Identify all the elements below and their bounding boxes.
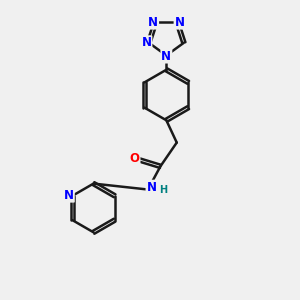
Text: N: N [161,50,171,63]
Text: N: N [175,16,184,28]
Text: H: H [159,185,167,195]
Text: O: O [130,152,140,165]
Text: N: N [146,181,157,194]
Text: N: N [148,16,158,28]
Text: N: N [141,36,152,49]
Text: N: N [64,189,74,202]
